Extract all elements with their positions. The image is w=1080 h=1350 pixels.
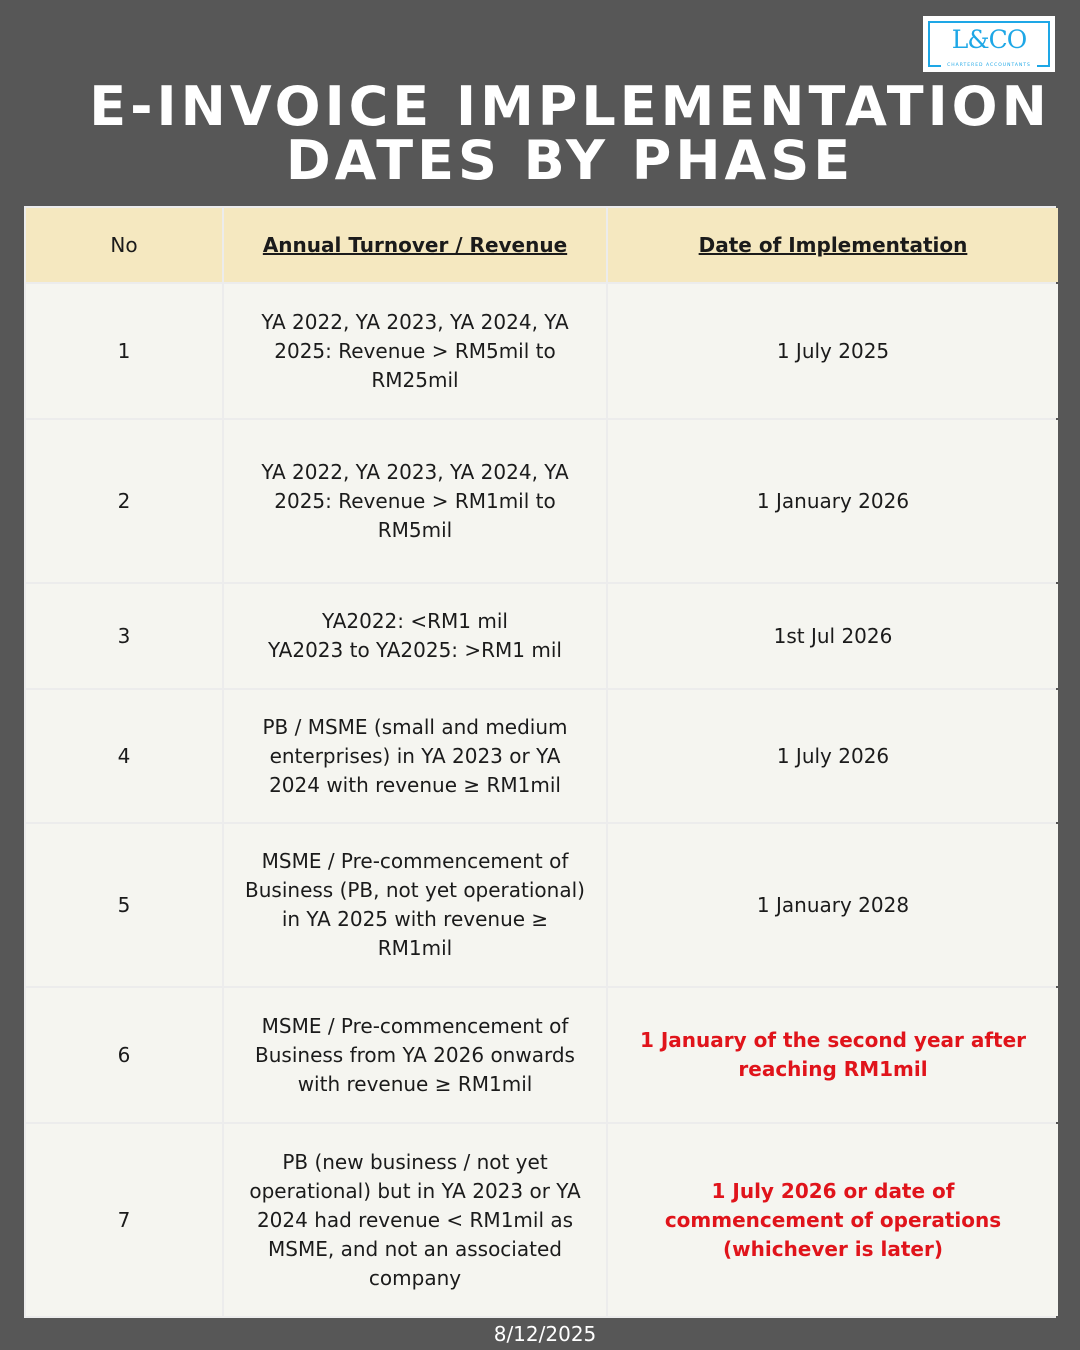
row-number: 5	[26, 824, 222, 986]
row-revenue: PB (new business / not yet operational) …	[224, 1124, 606, 1316]
row-number-text: 7	[117, 1207, 131, 1232]
header-date: Date of Implementation	[608, 208, 1058, 282]
row-date: 1 January 2028	[608, 824, 1058, 986]
row-number: 2	[26, 420, 222, 582]
row-date-text: 1 July 2025	[776, 338, 890, 363]
row-date: 1 January of the second year after reach…	[608, 988, 1058, 1122]
row-revenue: MSME / Pre-commencement of Business (PB,…	[224, 824, 606, 986]
row-number: 1	[26, 284, 222, 418]
row-revenue: YA 2022, YA 2023, YA 2024, YA 2025: Reve…	[224, 420, 606, 582]
row-date: 1 July 2026	[608, 690, 1058, 822]
title-line-1: E-INVOICE IMPLEMENTATION	[89, 75, 1051, 138]
row-revenue-text: PB / MSME (small and medium enterprises)…	[262, 714, 568, 797]
row-number-text: 5	[117, 892, 131, 917]
row-date: 1 January 2026	[608, 420, 1058, 582]
title-line-2: DATES BY PHASE	[285, 129, 855, 192]
row-number-text: 1	[117, 338, 131, 363]
row-revenue: YA 2022, YA 2023, YA 2024, YA 2025: Reve…	[224, 284, 606, 418]
row-number: 3	[26, 584, 222, 688]
row-revenue-text: PB (new business / not yet operational) …	[249, 1149, 581, 1290]
row-number: 4	[26, 690, 222, 822]
row-revenue-text: MSME / Pre-commencement of Business (PB,…	[245, 849, 585, 960]
row-number-text: 6	[117, 1042, 131, 1067]
row-revenue-text: YA2022: <RM1 mil YA2023 to YA2025: >RM1 …	[268, 609, 562, 662]
company-logo: L&CO CHARTERED ACCOUNTANTS	[923, 16, 1055, 72]
header-revenue: Annual Turnover / Revenue	[224, 208, 606, 282]
row-date-text: 1st Jul 2026	[773, 623, 893, 648]
row-number-text: 4	[117, 743, 131, 768]
row-date-text: 1 January 2028	[756, 892, 910, 917]
row-number: 7	[26, 1124, 222, 1316]
row-date-text: 1 January of the second year after reach…	[639, 1028, 1027, 1081]
logo-subtitle: CHARTERED ACCOUNTANTS	[941, 63, 1037, 68]
row-revenue-text: MSME / Pre-commencement of Business from…	[255, 1013, 575, 1096]
row-number-text: 2	[117, 488, 131, 513]
logo-text: L&CO	[951, 25, 1027, 54]
row-revenue-text: YA 2022, YA 2023, YA 2024, YA 2025: Reve…	[261, 309, 569, 392]
row-revenue: YA2022: <RM1 mil YA2023 to YA2025: >RM1 …	[224, 584, 606, 688]
footer-date: 8/12/2025	[493, 1322, 597, 1346]
row-revenue: PB / MSME (small and medium enterprises)…	[224, 690, 606, 822]
row-date: 1st Jul 2026	[608, 584, 1058, 688]
row-number-text: 3	[117, 623, 131, 648]
row-date: 1 July 2025	[608, 284, 1058, 418]
header-no: No	[26, 208, 222, 282]
row-date-text: 1 July 2026 or date of commencement of o…	[664, 1178, 1002, 1261]
row-number: 6	[26, 988, 222, 1122]
row-date-text: 1 January 2026	[756, 488, 910, 513]
row-date-text: 1 July 2026	[776, 743, 890, 768]
row-revenue: MSME / Pre-commencement of Business from…	[224, 988, 606, 1122]
implementation-table: No Annual Turnover / Revenue Date of Imp…	[24, 206, 1058, 1318]
row-date: 1 July 2026 or date of commencement of o…	[608, 1124, 1058, 1316]
page-title: E-INVOICE IMPLEMENTATION DATES BY PHASE	[60, 80, 1080, 188]
row-revenue-text: YA 2022, YA 2023, YA 2024, YA 2025: Reve…	[261, 459, 569, 542]
